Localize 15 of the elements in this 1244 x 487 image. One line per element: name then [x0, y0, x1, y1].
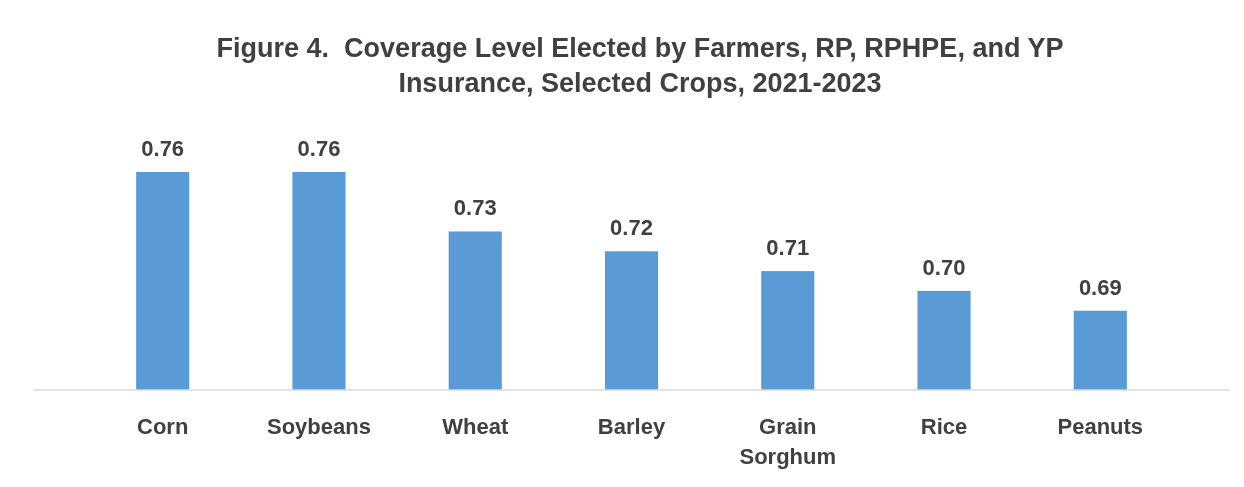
x-tick-label: Rice — [920, 414, 968, 439]
data-label: 0.73 — [453, 195, 497, 221]
data-label: 0.72 — [610, 215, 653, 241]
data-label: 0.70 — [922, 254, 966, 280]
x-tick-label: Grain Sorghum — [739, 414, 837, 469]
data-label: 0.76 — [297, 136, 341, 161]
x-tick-label: Barley — [597, 414, 666, 439]
data-label: 0.76 — [141, 136, 185, 161]
x-tick-label: Wheat — [442, 414, 509, 439]
x-tick-label: Corn — [137, 414, 189, 439]
x-tick-label: Peanuts — [1057, 414, 1144, 439]
data-label: 0.69 — [1078, 274, 1122, 300]
data-label: 0.71 — [766, 235, 810, 261]
chart-title: Figure 4. Coverage Level Elected by Farmers, RP, RPHPE, and YP Insurance, Selected Crops, 2021-2023 — [216, 33, 1064, 98]
x-tick-label: Soybeans — [267, 414, 371, 439]
